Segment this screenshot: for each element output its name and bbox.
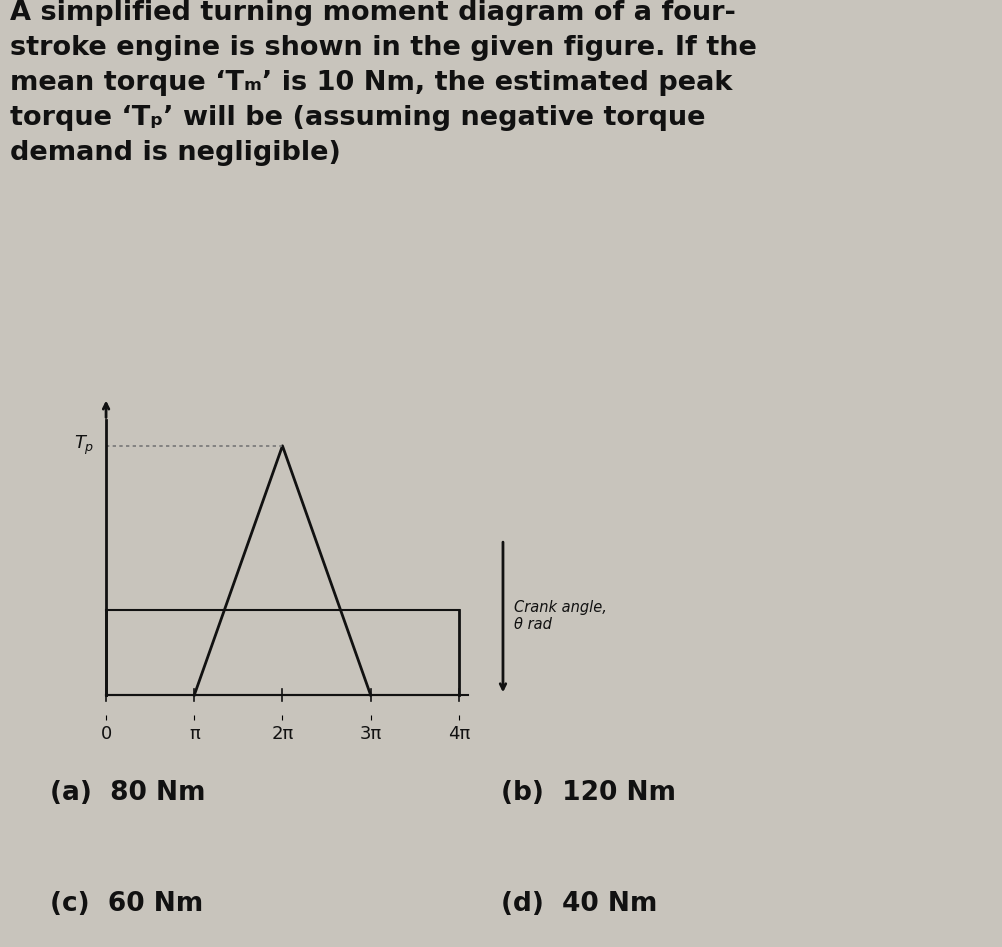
Text: (c)  60 Nm: (c) 60 Nm bbox=[50, 891, 203, 917]
Text: A simplified turning moment diagram of a four-
stroke engine is shown in the giv: A simplified turning moment diagram of a… bbox=[10, 0, 757, 166]
Text: (b)  120 Nm: (b) 120 Nm bbox=[501, 780, 676, 806]
Text: (a)  80 Nm: (a) 80 Nm bbox=[50, 780, 205, 806]
Text: $T_p$: $T_p$ bbox=[74, 435, 94, 457]
Text: (d)  40 Nm: (d) 40 Nm bbox=[501, 891, 657, 917]
Text: Crank angle,
θ rad: Crank angle, θ rad bbox=[514, 599, 606, 632]
